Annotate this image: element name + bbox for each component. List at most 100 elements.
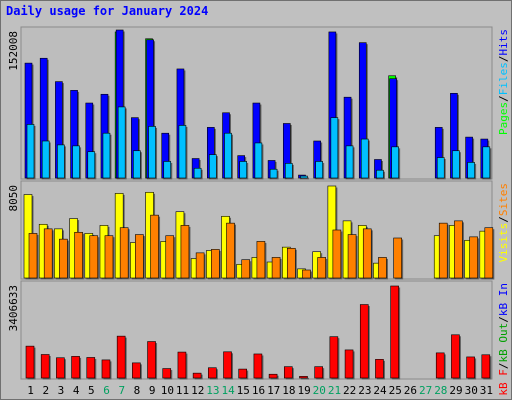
legend-item: Visits — [497, 223, 510, 263]
sites-bar-22 — [347, 234, 357, 279]
sites-bar-24 — [378, 257, 387, 279]
sites-bar-18 — [286, 247, 296, 279]
x-tick-label: 13 — [206, 384, 219, 397]
sites-bar-14 — [226, 222, 235, 279]
x-tick-label: 26 — [404, 384, 417, 397]
sites-bar-2 — [43, 228, 53, 279]
x-tick-label: 31 — [480, 384, 493, 397]
x-tick-label: 14 — [221, 384, 235, 397]
sites-bar-23 — [362, 228, 372, 279]
kbf-bar-19-shadow — [300, 377, 309, 380]
sites-bar-25 — [393, 237, 402, 279]
kbf-bar-20 — [314, 366, 323, 379]
sites-bar-19 — [302, 269, 311, 279]
kbf-bar-17 — [268, 373, 278, 379]
files-bar-12 — [193, 167, 202, 179]
sites-bar-1 — [28, 233, 38, 279]
files-bar-20 — [315, 161, 323, 179]
sites-bar-20 — [317, 257, 326, 279]
sites-bar-31 — [484, 227, 494, 279]
files-bar-16 — [254, 142, 263, 179]
files-bar-2 — [41, 140, 50, 179]
files-bar-5 — [87, 151, 96, 179]
files-bar-22 — [345, 145, 354, 179]
x-tick-label: 17 — [267, 384, 280, 397]
x-tick-label: 20 — [313, 384, 326, 397]
x-tick-label: 12 — [191, 384, 204, 397]
kbf-bar-11 — [177, 351, 187, 379]
sites-bar-21 — [332, 229, 342, 279]
files-bar-14 — [224, 132, 232, 179]
kbf-bar-3 — [56, 357, 65, 379]
x-tick-label: 9 — [149, 384, 156, 397]
sites-bar-11 — [180, 225, 190, 279]
kbf-bar-10 — [162, 368, 172, 379]
x-tick-label: 19 — [297, 384, 310, 397]
files-bar-24 — [376, 169, 384, 179]
sites-bar-28 — [438, 222, 448, 279]
x-tick-label: 3 — [58, 384, 65, 397]
legend-item: kB Out — [497, 323, 510, 363]
sites-bar-7 — [119, 227, 129, 279]
sites-bar-15 — [241, 259, 251, 279]
kbf-bar-15 — [238, 368, 248, 379]
legend-item: / — [497, 56, 510, 63]
kbf-bar-6 — [101, 359, 111, 379]
x-tick-label: 25 — [389, 384, 402, 397]
sites-bar-6 — [104, 235, 114, 279]
x-tick-label: 8 — [134, 384, 141, 397]
legend-item: / — [497, 316, 510, 323]
x-tick-label: 23 — [358, 384, 371, 397]
kbf-bar-19 — [299, 376, 308, 379]
sites-bar-5 — [89, 235, 99, 279]
sites-bar-4 — [74, 231, 83, 279]
files-bar-13 — [209, 154, 217, 179]
kbf-bar-25 — [390, 285, 399, 379]
kbf-bar-12 — [192, 372, 202, 379]
x-tick-label: 11 — [176, 384, 189, 397]
x-tick-label: 22 — [343, 384, 356, 397]
kbf-bar-30 — [466, 356, 475, 379]
x-tick-label: 29 — [449, 384, 462, 397]
x-tick-label: 21 — [328, 384, 341, 397]
y-max-label-3: 3406633 — [7, 285, 20, 331]
legend-item: Files — [497, 62, 510, 95]
x-tick-label: 15 — [237, 384, 250, 397]
x-tick-label: 5 — [88, 384, 95, 397]
sites-bar-10 — [165, 235, 175, 279]
kbf-bar-22 — [344, 349, 354, 379]
files-bar-8 — [133, 150, 141, 179]
x-tick-label: 6 — [103, 384, 110, 397]
kbf-bar-1 — [25, 345, 35, 379]
kbf-bar-4 — [71, 356, 80, 379]
x-tick-label: 4 — [73, 384, 80, 397]
kbf-bar-13 — [208, 367, 217, 379]
legend-item: / — [497, 363, 510, 370]
files-bar-19 — [300, 175, 308, 179]
kbf-bar-5 — [86, 357, 96, 379]
files-bar-30 — [467, 162, 475, 179]
files-bar-29 — [452, 150, 460, 179]
files-bar-10 — [163, 161, 172, 179]
legend-item: Sites — [497, 183, 510, 216]
files-bar-11 — [178, 125, 187, 179]
sites-bar-12 — [195, 252, 205, 279]
sites-bar-17 — [271, 257, 281, 279]
kbf-bar-14 — [223, 351, 232, 379]
files-bar-17 — [269, 168, 278, 179]
files-bar-15 — [239, 161, 248, 179]
x-tick-label: 18 — [282, 384, 295, 397]
sites-bar-9 — [150, 214, 159, 279]
sites-bar-16 — [256, 241, 266, 279]
kbf-bar-8 — [132, 362, 141, 379]
y-max-label-2: 8050 — [7, 185, 20, 212]
files-bar-9 — [148, 126, 156, 179]
kbf-bar-31 — [481, 354, 491, 379]
kbf-bar-29 — [451, 334, 460, 379]
x-tick-label: 7 — [118, 384, 125, 397]
x-tick-label: 28 — [434, 384, 447, 397]
x-tick-label: 24 — [373, 384, 387, 397]
x-tick-label: 30 — [465, 384, 478, 397]
sites-bar-13 — [211, 249, 220, 279]
